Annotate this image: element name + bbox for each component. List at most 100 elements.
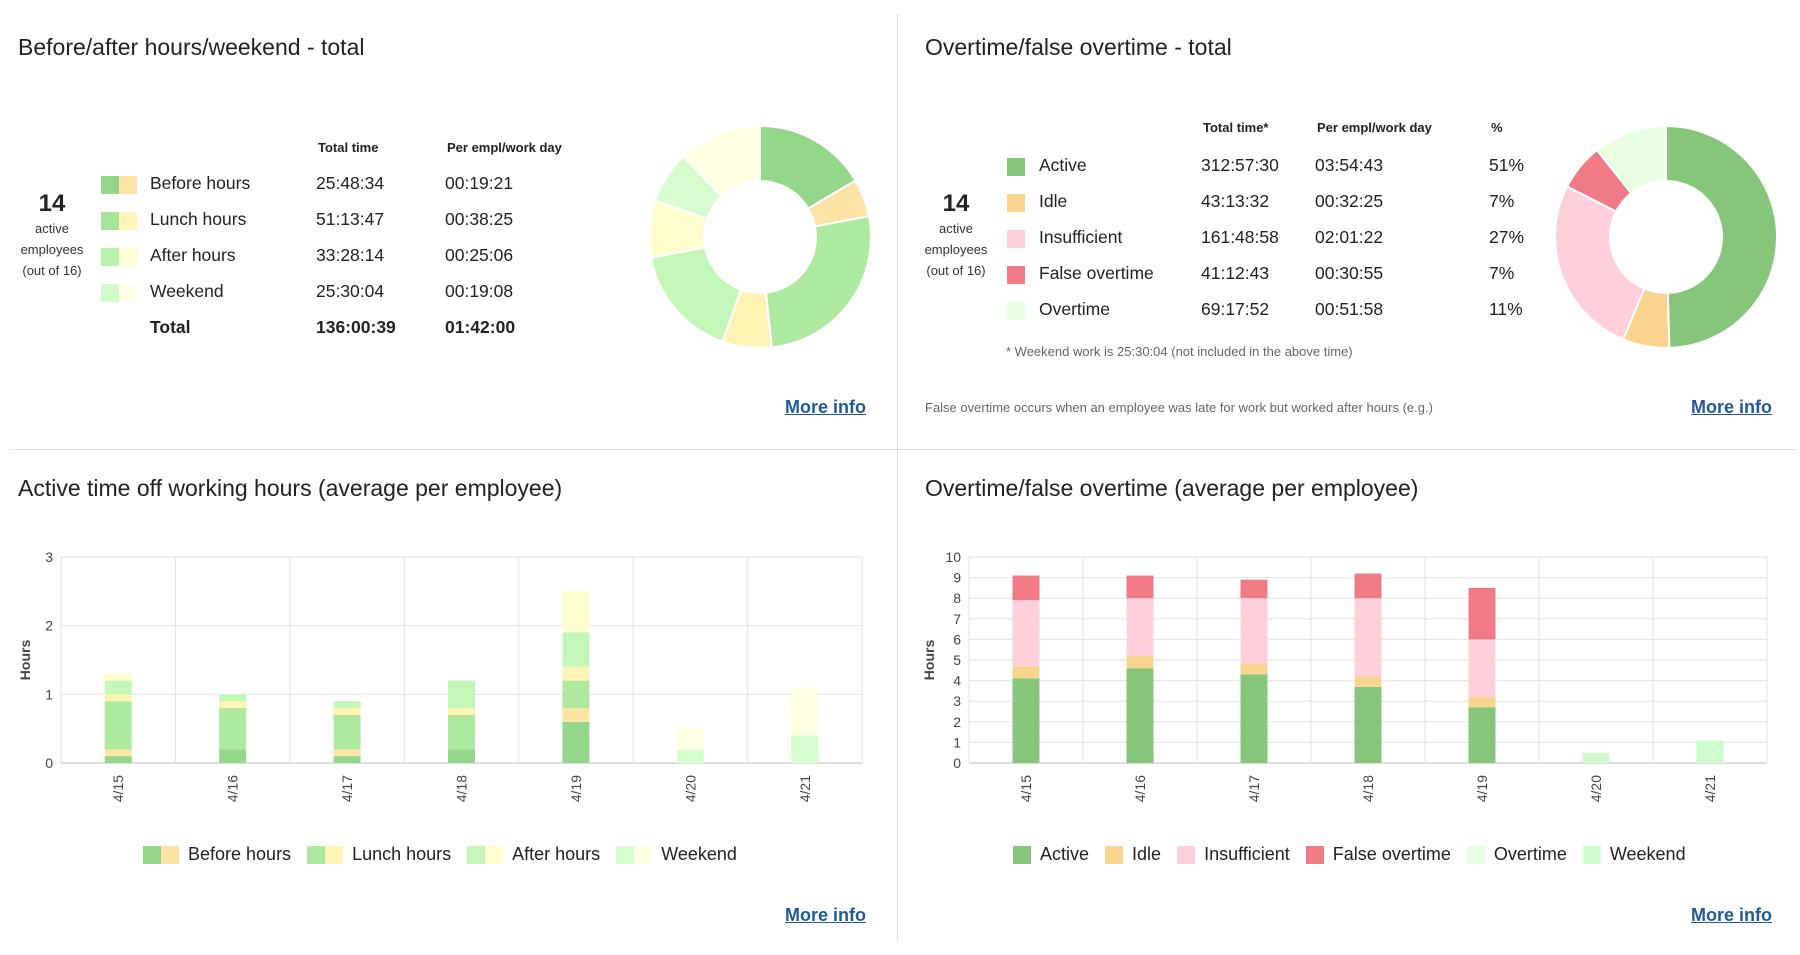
panel-title: Overtime/false overtime (average per emp… — [925, 475, 1419, 501]
x-tick-label: 4/18 — [454, 775, 470, 802]
total-label: Total — [150, 317, 191, 337]
legend-label: Overtime — [1493, 844, 1567, 864]
row-per-empl: 00:19:08 — [445, 281, 514, 301]
row-per-empl: 00:38:25 — [445, 209, 514, 229]
y-tick-label: 9 — [953, 570, 961, 586]
employees-line1: active — [35, 221, 69, 236]
legend-item[interactable]: After hours — [467, 844, 600, 865]
header-per-empl: Per empl/work day — [1317, 120, 1432, 135]
bar-segment — [562, 721, 590, 763]
chart-legend: Before hours Lunch hours After hours Weeken… — [143, 844, 753, 865]
row-per-empl: 00:25:06 — [445, 245, 514, 265]
pie-slice — [1554, 185, 1646, 341]
bar-segment — [1012, 575, 1040, 601]
legend-swatch — [467, 845, 504, 864]
y-tick-label: 0 — [45, 755, 53, 771]
row-label: False overtime — [1039, 263, 1154, 283]
legend-swatch — [307, 845, 344, 864]
bar-segment — [104, 756, 132, 763]
legend-swatch — [1305, 845, 1324, 864]
y-tick-label: 3 — [953, 693, 961, 709]
bar-segment — [1126, 575, 1154, 599]
bar-segment — [676, 728, 704, 750]
legend-swatch — [101, 212, 137, 230]
row-per-empl: 00:32:25 — [1315, 191, 1384, 211]
row-per-empl: 00:30:55 — [1315, 263, 1384, 283]
row-total-time: 33:28:14 — [316, 245, 385, 265]
y-tick-label: 8 — [953, 590, 961, 606]
bar-segment — [104, 749, 132, 757]
bar-segment — [1468, 587, 1496, 640]
x-tick-label: 4/17 — [1246, 775, 1262, 802]
vertical-divider — [897, 14, 898, 942]
donut-chart-overtime — [1554, 124, 1778, 349]
row-percent: 7% — [1489, 263, 1515, 283]
bar-segment — [1468, 707, 1496, 763]
bar-segment — [562, 632, 590, 667]
pie-slice — [1595, 124, 1667, 195]
legend-item[interactable]: Insufficient — [1177, 844, 1290, 865]
legend-swatch — [1007, 230, 1025, 248]
row-total-time: 69:17:52 — [1201, 299, 1270, 319]
x-tick-label: 4/21 — [797, 775, 813, 802]
row-percent: 11% — [1489, 299, 1523, 319]
bar-segment — [448, 749, 475, 763]
bar-segment — [219, 694, 247, 702]
swatch-color-b — [119, 248, 137, 266]
swatch-color-b — [119, 284, 137, 302]
employees-line3: (out of 16) — [926, 263, 986, 278]
employees-line3: (out of 16) — [22, 263, 82, 278]
row-per-empl: 00:51:58 — [1315, 299, 1384, 319]
y-tick-label: 0 — [953, 755, 961, 771]
y-tick-label: 2 — [45, 618, 53, 634]
x-tick-label: 4/15 — [110, 775, 126, 802]
x-tick-label: 4/20 — [1588, 775, 1604, 802]
row-label: Before hours — [150, 173, 251, 193]
legend-item[interactable]: Weekend — [1582, 844, 1686, 865]
row-per-empl: 03:54:43 — [1315, 155, 1384, 175]
row-total-time: 312:57:30 — [1201, 155, 1279, 175]
header-per-empl: Per empl/work day — [447, 140, 562, 155]
panel-title: Overtime/false overtime - total — [925, 34, 1232, 60]
legend-label: False overtime — [1332, 844, 1451, 864]
legend-swatch — [101, 176, 137, 194]
panel-active-time-off: Active time off working hours (average p… — [0, 449, 898, 955]
legend-item[interactable]: Idle — [1105, 844, 1161, 865]
more-info-link[interactable]: More info — [1691, 905, 1772, 925]
bar-segment — [1354, 686, 1382, 763]
bar-segment — [562, 680, 590, 709]
employees-line1: active — [939, 221, 973, 236]
legend-item[interactable]: Before hours — [143, 844, 291, 865]
row-label: Lunch hours — [150, 209, 247, 229]
more-info-link[interactable]: More info — [785, 905, 866, 925]
total-per-empl: 01:42:00 — [445, 317, 516, 337]
more-info-link[interactable]: More info — [1691, 397, 1772, 417]
panel-before-after-hours: Before/after hours/weekend - total 14 ac… — [0, 0, 898, 449]
row-label: Active — [1039, 155, 1087, 175]
legend-item[interactable]: Lunch hours — [307, 844, 451, 865]
legend-item[interactable]: Overtime — [1466, 844, 1567, 865]
bar-segment — [104, 680, 132, 695]
total-time: 136:00:39 — [316, 317, 396, 337]
y-tick-label: 7 — [953, 611, 961, 627]
bar-segment — [104, 694, 132, 702]
row-percent: 51% — [1489, 155, 1525, 175]
legend-label: After hours — [512, 844, 601, 864]
legend-item[interactable]: Active — [1013, 844, 1089, 865]
y-tick-label: 3 — [45, 549, 53, 565]
bar-segment — [676, 749, 704, 763]
bar-segment — [562, 666, 590, 681]
legend-item[interactable]: Weekend — [616, 844, 737, 865]
x-tick-label: 4/18 — [1360, 775, 1376, 802]
legend-item[interactable]: False overtime — [1305, 844, 1451, 865]
footnote-weekend: * Weekend work is 25:30:04 (not included… — [1006, 344, 1353, 359]
employees-line2: employees — [924, 242, 988, 257]
row-total-time: 25:30:04 — [316, 281, 385, 301]
legend-label: Active — [1040, 844, 1090, 864]
bar-segment — [562, 591, 590, 633]
bar-segment — [1012, 678, 1040, 763]
x-tick-label: 4/19 — [568, 775, 584, 802]
legend-swatch — [1013, 845, 1031, 864]
more-info-link[interactable]: More info — [785, 397, 866, 417]
bar-segment — [791, 735, 819, 763]
